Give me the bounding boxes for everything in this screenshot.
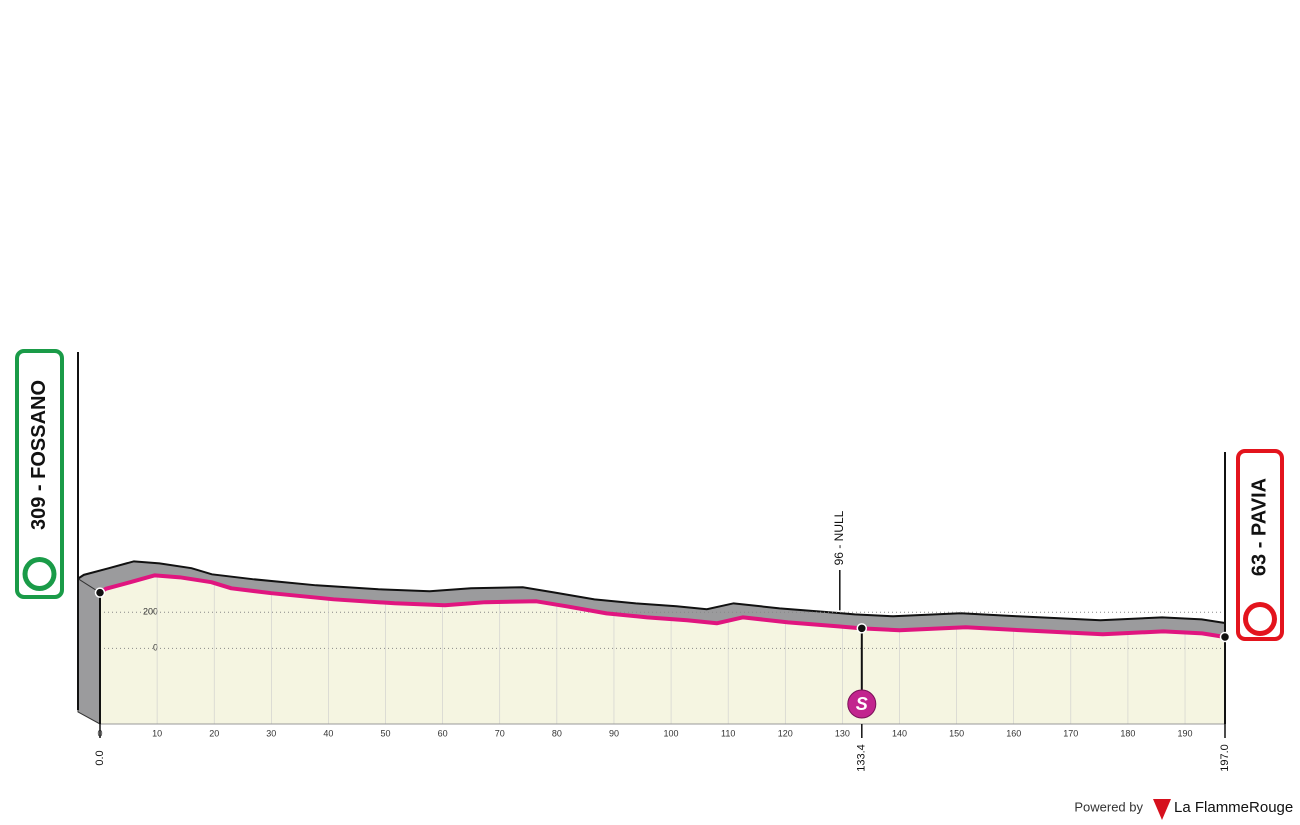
x-tick-label: 100 xyxy=(664,728,679,738)
finish-icon-inner xyxy=(1248,607,1272,631)
x-tick-label: 130 xyxy=(835,728,850,738)
finish-label: 63 - PAVIA xyxy=(1248,478,1270,576)
profile-area xyxy=(100,575,1225,724)
powered-by: Powered by xyxy=(1074,799,1143,814)
start-icon-inner xyxy=(27,562,52,586)
sprint-label: 96 - NULL xyxy=(832,510,846,565)
y-tick-label: 200 xyxy=(143,607,158,617)
elevation-line xyxy=(98,573,1226,639)
x-tick-label: 170 xyxy=(1063,728,1078,738)
profile-band xyxy=(78,561,1225,637)
x-tick-label: 90 xyxy=(609,728,619,738)
x-tick-label: 110 xyxy=(721,728,735,738)
x-tick-label: 10 xyxy=(152,728,162,738)
x-tick-label: 40 xyxy=(323,728,333,738)
x-tick-label: 30 xyxy=(266,728,276,738)
sprint-point xyxy=(856,623,868,634)
sprint-icon-label: S xyxy=(856,694,868,714)
km-marker-label: 197.0 xyxy=(1219,744,1231,772)
brand: La FlammeRouge xyxy=(1174,799,1293,816)
x-tick-label: 50 xyxy=(381,728,391,738)
x-tick-label: 190 xyxy=(1178,728,1193,738)
x-tick-label: 60 xyxy=(438,728,448,738)
x-tick-label: 180 xyxy=(1120,728,1135,738)
x-tick-label: 150 xyxy=(949,728,964,738)
profile-layer: 0200010203040506070809010011012013014015… xyxy=(77,352,1231,772)
finish-point xyxy=(1219,631,1231,643)
km-marker-label: 133.4 xyxy=(856,744,868,772)
x-tick-label: 70 xyxy=(495,728,505,738)
x-tick-label: 80 xyxy=(552,728,562,738)
profile-band-edge xyxy=(77,560,1226,624)
km-marker-label: 0.0 xyxy=(94,750,106,765)
brand-logo xyxy=(1153,799,1171,820)
start-badge xyxy=(15,349,64,599)
x-tick-label: 140 xyxy=(892,728,907,738)
x-tick-label: 120 xyxy=(778,728,793,738)
x-tick-label: 20 xyxy=(209,728,219,738)
y-tick-label: 0 xyxy=(153,643,158,653)
profile-side xyxy=(77,577,101,725)
finish-badge xyxy=(1236,449,1284,641)
sprint-icon xyxy=(847,689,877,719)
start-label: 309 - FOSSANO xyxy=(28,380,50,530)
start-point xyxy=(94,587,106,598)
x-tick-label: 160 xyxy=(1006,728,1021,738)
